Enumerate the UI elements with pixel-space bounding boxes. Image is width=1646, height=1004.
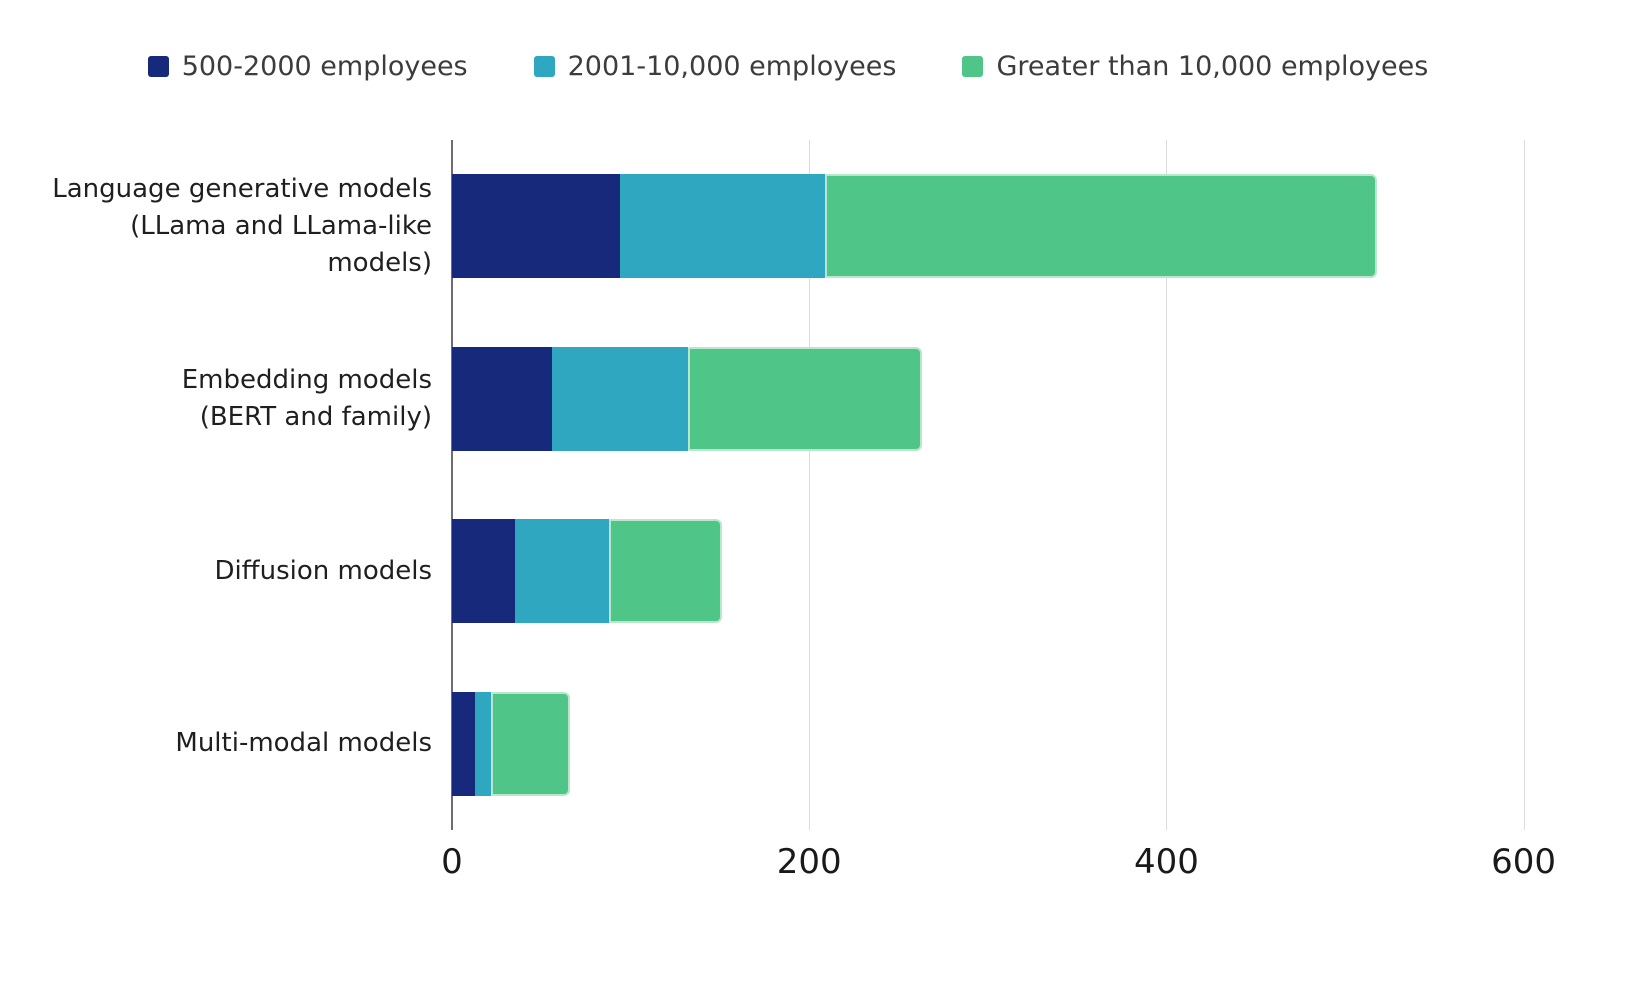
bar-row — [452, 485, 1579, 658]
legend-item: 500-2000 employees — [147, 50, 468, 82]
legend-label: 500-2000 employees — [181, 50, 468, 82]
stacked-bar-chart: 500-2000 employees 2001-10,000 employees G… — [0, 50, 1646, 1004]
y-axis-line — [451, 140, 453, 830]
plot-area — [451, 140, 1579, 831]
x-tick-label: 200 — [776, 842, 842, 882]
category-label: Embedding models (BERT and family) — [181, 364, 432, 432]
legend-label: Greater than 10,000 employees — [996, 50, 1429, 82]
legend-swatch — [962, 55, 984, 77]
legend-swatch — [533, 55, 555, 77]
x-tick-label: 0 — [441, 842, 463, 882]
chart-legend: 500-2000 employees 2001-10,000 employees G… — [0, 50, 1576, 82]
category-label: Multi-modal models — [175, 728, 432, 759]
plot-section: Language generative models (LLama and LL… — [0, 140, 1646, 830]
bar-row — [452, 313, 1579, 486]
legend-swatch — [147, 55, 169, 77]
category-labels: Language generative models (LLama and LL… — [0, 140, 452, 830]
x-tick-label: 400 — [1133, 842, 1199, 882]
bar-segment — [452, 519, 515, 624]
bar-segment — [491, 691, 570, 796]
bar-segment — [452, 346, 553, 451]
legend-item: Greater than 10,000 employees — [962, 51, 1428, 82]
bar-segment — [619, 174, 826, 279]
category-label: Diffusion models — [214, 555, 432, 586]
gridline — [1523, 140, 1525, 830]
x-tick-label: 600 — [1491, 842, 1557, 882]
bar-segment — [552, 346, 688, 451]
bar-segment — [514, 519, 610, 624]
category-label: Language generative models (LLama and LL… — [52, 173, 432, 278]
bar-row — [452, 140, 1579, 313]
gridline — [809, 140, 811, 830]
bar-segment — [687, 346, 922, 451]
bar-row — [452, 658, 1579, 831]
stacked-bar — [452, 174, 1579, 279]
stacked-bar — [452, 519, 1579, 624]
bar-segment — [452, 174, 620, 279]
bar-segment — [475, 691, 492, 796]
bar-segment — [825, 174, 1378, 279]
bar-segment — [609, 519, 722, 624]
gridline — [1166, 140, 1168, 830]
legend-item: 2001-10,000 employees — [533, 50, 897, 82]
legend-label: 2001-10,000 employees — [567, 50, 897, 82]
bar-segment — [452, 691, 476, 796]
stacked-bar — [452, 691, 1579, 796]
stacked-bar — [452, 346, 1579, 451]
x-axis: 0 200 400 600 — [441, 842, 1579, 898]
